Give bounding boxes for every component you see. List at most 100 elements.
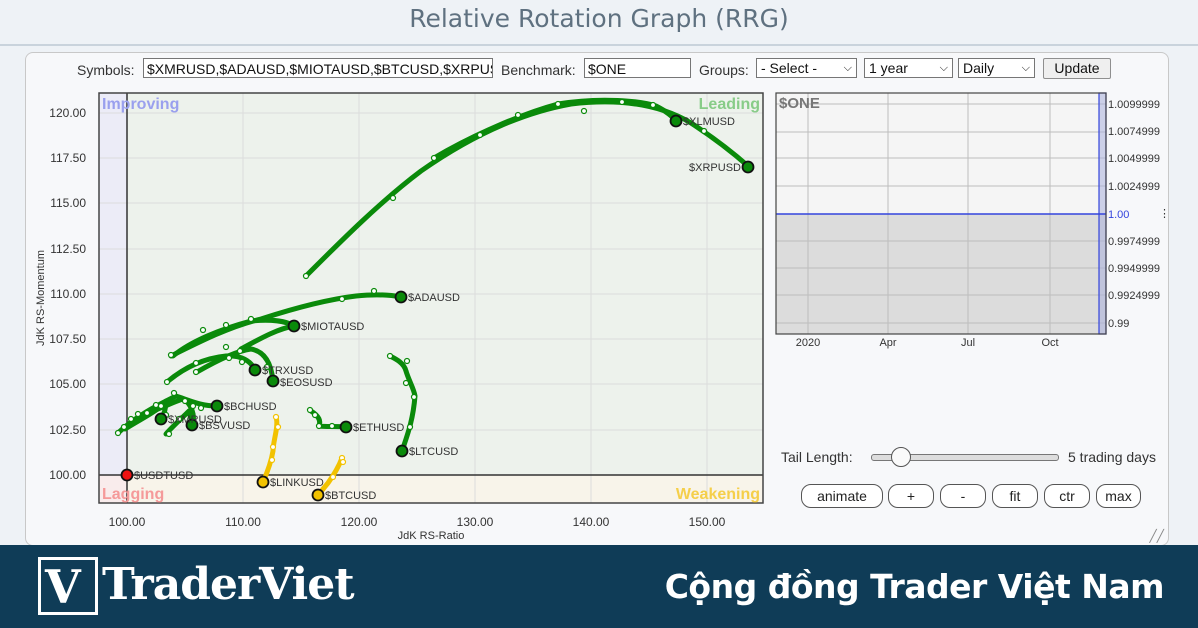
x-axis-ticks: 100.00 110.00 120.00 130.00 140.00 150.0… (109, 515, 726, 529)
zoom-out-button[interactable]: - (940, 484, 986, 508)
svg-text:1.0049999: 1.0049999 (1108, 153, 1160, 165)
label-xrpusd: $XRPUSD (689, 162, 741, 174)
point-ethusd[interactable] (339, 420, 353, 434)
svg-text:150.00: 150.00 (689, 515, 726, 529)
svg-text:0.9924999: 0.9924999 (1108, 290, 1160, 302)
period-select-value: 1 year (869, 60, 908, 76)
label-miotausd: $MIOTAUSD (301, 321, 364, 333)
toolbar: Symbols: $XMRUSD,$ADAUSD,$MIOTAUSD,$BTCU… (26, 57, 1168, 83)
svg-text:120.00: 120.00 (49, 106, 86, 120)
groups-select-value: - Select - (761, 60, 818, 76)
svg-text:140.00: 140.00 (573, 515, 610, 529)
svg-text:117.50: 117.50 (50, 151, 86, 165)
logo-v-glyph: V (45, 560, 81, 614)
svg-text:107.50: 107.50 (49, 332, 86, 346)
point-miotausd[interactable] (287, 319, 301, 333)
svg-text:110.00: 110.00 (225, 515, 261, 529)
svg-text:112.50: 112.50 (50, 242, 86, 256)
more-icon[interactable]: ⋮ (1159, 208, 1168, 220)
benchmark-price-chart[interactable]: $ONE 1.0099999 1.0074999 1.0049999 1.002… (775, 92, 1168, 349)
point-xmrusd[interactable] (154, 412, 168, 426)
label-ethusd: $ETHUSD (353, 422, 404, 434)
svg-text:0.9949999: 0.9949999 (1108, 263, 1160, 275)
svg-text:0.99: 0.99 (1108, 318, 1129, 330)
footer-banner: V TraderViet Cộng đồng Trader Việt Nam (0, 545, 1198, 628)
tail-length-value: 5 trading days (1068, 449, 1156, 465)
label-eosusd: $EOSUSD (280, 377, 333, 389)
svg-text:1.0099999: 1.0099999 (1108, 99, 1160, 111)
quadrant-label-leading: Leading (699, 96, 760, 113)
tail-length-slider[interactable] (871, 454, 1059, 461)
point-xlmusd[interactable] (669, 114, 683, 128)
x-axis-label: JdK RS-Ratio (398, 530, 465, 542)
label-adausd: $ADAUSD (408, 292, 460, 304)
tail-xlmusd (431, 97, 679, 161)
point-adausd[interactable] (394, 290, 408, 304)
symbols-input[interactable]: $XMRUSD,$ADAUSD,$MIOTAUSD,$BTCUSD,$XRPUS… (143, 58, 493, 78)
label-usdtusd: $USDTUSD (134, 470, 193, 482)
chevron-down-icon: ⌵ (843, 62, 852, 74)
label-trxusd: $TRXUSD (262, 365, 313, 377)
quadrant-label-weakening: Weakening (676, 486, 760, 503)
improving-quadrant (99, 93, 127, 475)
label-ltcusd: $LTCUSD (409, 446, 458, 458)
label-bchusd: $BCHUSD (224, 401, 277, 413)
grid (99, 93, 763, 503)
tail-length-slider-thumb[interactable] (891, 447, 911, 467)
svg-text:2020: 2020 (796, 337, 820, 349)
label-btcusd: $BTCUSD (325, 490, 376, 502)
max-button[interactable]: max (1096, 484, 1141, 508)
svg-text:0.9974999: 0.9974999 (1108, 236, 1160, 248)
point-linkusd[interactable] (256, 475, 270, 489)
svg-text:105.00: 105.00 (49, 377, 86, 391)
zoom-in-button[interactable]: + (888, 484, 934, 508)
chevron-down-icon: ⌵ (1021, 62, 1030, 74)
point-bchusd[interactable] (210, 399, 224, 413)
logo-mark: V (38, 557, 98, 615)
price-y-ticks: 1.0099999 1.0074999 1.0049999 1.0024999 … (1108, 99, 1160, 330)
svg-text:120.00: 120.00 (341, 515, 378, 529)
point-eosusd[interactable] (266, 374, 280, 388)
center-button[interactable]: ctr (1044, 484, 1090, 508)
svg-text:1.00: 1.00 (1108, 209, 1129, 221)
svg-text:Jul: Jul (961, 337, 975, 349)
svg-text:100.00: 100.00 (109, 515, 146, 529)
lagging-quadrant (99, 475, 127, 503)
page-title: Relative Rotation Graph (RRG) (0, 0, 1198, 46)
weakening-quadrant (127, 475, 763, 503)
svg-text:102.50: 102.50 (49, 423, 86, 437)
point-trxusd[interactable] (248, 363, 262, 377)
period-select[interactable]: 1 year ⌵ (864, 58, 953, 78)
quadrant-label-lagging: Lagging (102, 486, 164, 503)
rrg-chart[interactable]: Improving Leading Lagging Weakening 120.… (26, 53, 1168, 545)
point-xrpusd[interactable] (741, 160, 755, 174)
label-linkusd: $LINKUSD (270, 477, 324, 489)
logo-text: TraderViet (102, 559, 355, 610)
svg-text:1.0074999: 1.0074999 (1108, 126, 1160, 138)
price-x-ticks: 2020 Apr Jul Oct (796, 337, 1059, 349)
frequency-select-value: Daily (963, 60, 995, 76)
point-usdtusd[interactable] (120, 468, 134, 482)
symbols-label: Symbols: (77, 62, 135, 78)
animate-button[interactable]: animate (801, 484, 883, 508)
svg-text:1.0024999: 1.0024999 (1108, 181, 1160, 193)
point-bsvusd[interactable] (185, 418, 199, 432)
resize-grip-icon[interactable]: ╱╱ (1149, 529, 1164, 543)
plot-frame (98, 92, 764, 504)
svg-text:115.00: 115.00 (50, 196, 86, 210)
svg-text:Apr: Apr (879, 337, 896, 349)
groups-label: Groups: (699, 62, 749, 78)
svg-text:100.00: 100.00 (49, 468, 86, 482)
svg-text:Oct: Oct (1041, 337, 1058, 349)
groups-select[interactable]: - Select - ⌵ (756, 58, 857, 78)
price-chart-title: $ONE (779, 95, 820, 112)
benchmark-label: Benchmark: (501, 62, 576, 78)
benchmark-input[interactable]: $ONE (584, 58, 691, 78)
fit-button[interactable]: fit (992, 484, 1038, 508)
frequency-select[interactable]: Daily ⌵ (958, 58, 1035, 78)
label-xlmusd: $XLMUSD (683, 116, 735, 128)
point-btcusd[interactable] (311, 488, 325, 502)
svg-text:110.00: 110.00 (50, 287, 86, 301)
point-ltcusd[interactable] (395, 444, 409, 458)
update-button[interactable]: Update (1043, 58, 1111, 79)
